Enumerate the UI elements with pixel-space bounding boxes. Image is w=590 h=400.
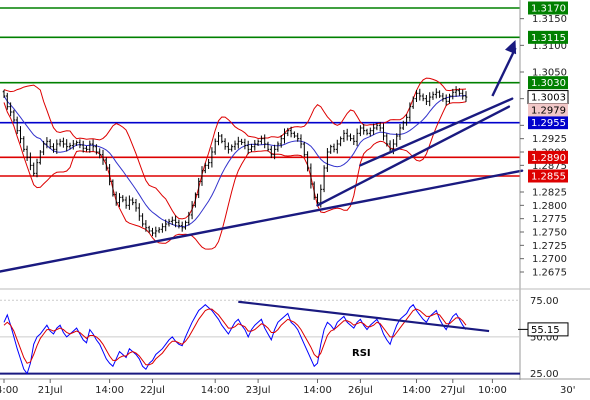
rsi-tick-label: 50.00 (530, 332, 559, 343)
price-tick-label: 1.2800 (532, 201, 567, 212)
price-tick-label: 1.2925 (532, 134, 567, 145)
price-tick-label: 1.2675 (532, 268, 567, 279)
rsi-tick-label: 25.00 (530, 369, 559, 380)
rsi-value-tag: 55.15 (518, 322, 569, 337)
right-axis: 1.31501.31001.30501.30001.29501.29251.29… (518, 1, 569, 380)
rsi-lines (3, 303, 467, 375)
price-panel (0, 0, 590, 380)
level-tag-label: 1.3115 (531, 33, 566, 44)
timeframe-label: 30' (560, 385, 575, 396)
level-tag-box (528, 169, 568, 183)
rsi-value-label: 55.15 (531, 325, 560, 336)
level-tag-box (528, 116, 568, 130)
price-tick-label: 1.2825 (532, 188, 567, 199)
time-tick-label: 21Jul (38, 385, 63, 396)
level-tag-label: 1.2890 (531, 153, 566, 164)
price-tick-label: 1.3150 (532, 14, 567, 25)
trendline (359, 97, 514, 167)
level-tag-label: 1.3030 (531, 78, 566, 89)
forecast-arrow-head (505, 40, 517, 55)
price-level-tags: 1.3170 1.3115 1.3030 1.2955 1.2890 1.2855 1.30… (527, 1, 569, 183)
lower-band (3, 101, 467, 250)
price-trendlines (0, 97, 524, 273)
level-tag-label: 1.2955 (531, 118, 566, 129)
current-price-tag-label: 1.3003 (531, 93, 566, 104)
time-tick-label: 27Jul (440, 385, 465, 396)
price-tick-label: 1.3100 (532, 41, 567, 52)
rsi-tick-label: 75.00 (530, 296, 559, 307)
price-tick-label: 1.2700 (532, 254, 567, 265)
forecast-arrow (491, 40, 517, 97)
time-tick-label: 22Jul (140, 385, 165, 396)
forecast-arrow-shaft (491, 47, 517, 97)
time-tick-label: 14:00 (402, 385, 431, 396)
rsi-tick-labels: 75.00 50.00 25.00 (530, 296, 559, 380)
time-axis: 14:00 21Jul 14:00 22Jul 14:00 23Jul 14:00 26Jul… (0, 379, 575, 396)
rsi-title: RSI (352, 348, 371, 359)
indicator-tag-box (528, 103, 568, 117)
level-tag-label: 1.3170 (531, 4, 566, 15)
price-tick-label: 1.2750 (532, 228, 567, 239)
rsi-series-line (3, 308, 467, 366)
level-tag-label: 1.2855 (531, 172, 566, 183)
bollinger-bands (3, 77, 467, 250)
rsi-grid (0, 299, 520, 375)
level-tag-box (528, 1, 568, 15)
candles (2, 86, 468, 238)
price-level-lines (0, 7, 520, 177)
trendline (0, 169, 524, 273)
level-tag-box (528, 30, 568, 44)
level-tag-box (528, 150, 568, 164)
indicator-tag-label: 1.2979 (531, 105, 566, 116)
rsi-trendline-line (238, 300, 490, 333)
rsi-trendline (238, 300, 490, 333)
time-tick-label: 14:00 (201, 385, 230, 396)
trendline (316, 105, 511, 207)
time-tick-label: 23Jul (246, 385, 271, 396)
level-tag-box (528, 76, 568, 90)
time-tick-label: 14:00 (0, 385, 18, 396)
rsi-series-line (3, 303, 467, 375)
upper-band (3, 77, 467, 220)
time-tick-label: 14:00 (303, 385, 332, 396)
price-tick-label: 1.2725 (532, 241, 567, 252)
price-tick-label: 1.2875 (532, 161, 567, 172)
rsi-panel: RSI (0, 299, 520, 375)
time-tick-label: 26Jul (348, 385, 373, 396)
time-tick-label: 10:00 (478, 385, 507, 396)
price-tick-label: 1.2775 (532, 214, 567, 225)
current-price-tag-box (528, 90, 568, 104)
price-tick-label: 1.3050 (532, 68, 567, 79)
time-tick-label: 14:00 (95, 385, 124, 396)
time-tick-labels: 14:00 21Jul 14:00 22Jul 14:00 23Jul 14:00 26Jul… (0, 379, 507, 396)
